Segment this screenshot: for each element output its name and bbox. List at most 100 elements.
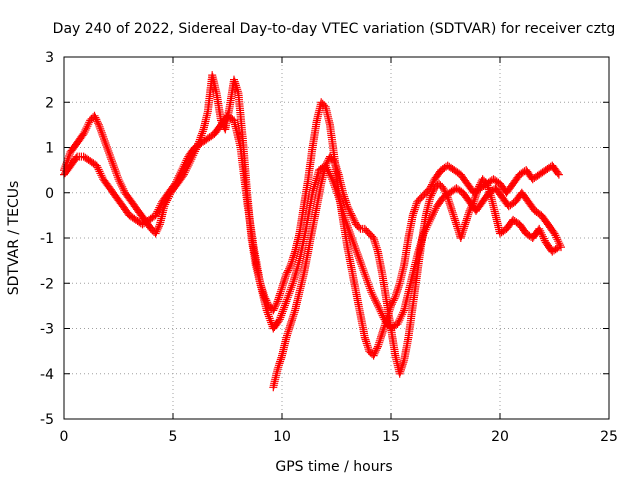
data-point xyxy=(539,232,547,241)
data-point xyxy=(349,215,358,223)
data-point xyxy=(442,191,451,200)
data-point xyxy=(282,270,291,279)
x-tick-label: 15 xyxy=(382,429,400,445)
data-point xyxy=(287,283,296,292)
data-point xyxy=(323,158,332,166)
data-point xyxy=(91,113,100,122)
data-point xyxy=(155,222,163,231)
data-point xyxy=(375,305,384,314)
data-point xyxy=(398,360,407,369)
data-point xyxy=(284,291,293,300)
data-point xyxy=(389,296,398,305)
data-point xyxy=(355,254,363,263)
x-axis-label: GPS time / hours xyxy=(275,459,392,475)
data-point xyxy=(101,139,110,147)
data-point xyxy=(82,124,91,133)
data-point xyxy=(467,203,476,212)
data-point xyxy=(359,266,368,275)
data-point xyxy=(97,171,106,180)
data-point xyxy=(114,175,123,184)
data-point xyxy=(81,126,90,134)
data-point xyxy=(372,346,381,355)
data-point xyxy=(376,307,385,316)
data-point xyxy=(430,208,438,217)
data-point xyxy=(550,229,559,238)
data-point xyxy=(105,149,114,157)
data-point xyxy=(345,205,354,214)
data-point xyxy=(365,284,374,293)
data-point xyxy=(362,274,371,283)
data-point xyxy=(347,211,356,220)
data-point xyxy=(170,181,179,190)
data-point xyxy=(346,207,354,216)
data-point xyxy=(100,135,108,143)
data-point xyxy=(172,177,181,186)
data-point xyxy=(95,167,104,176)
data-point xyxy=(399,308,408,317)
data-point xyxy=(110,165,119,174)
data-point xyxy=(328,155,337,164)
data-point xyxy=(183,154,192,163)
data-point xyxy=(322,159,331,168)
data-point xyxy=(469,199,477,208)
x-tick-label: 0 xyxy=(60,429,69,445)
data-point xyxy=(370,294,379,303)
data-point xyxy=(283,268,292,277)
data-point xyxy=(468,201,477,210)
data-point xyxy=(553,169,562,178)
data-point xyxy=(458,228,467,237)
data-point xyxy=(445,199,454,208)
data-point xyxy=(341,196,350,205)
data-point xyxy=(363,276,371,285)
data-point xyxy=(271,302,279,311)
data-point xyxy=(374,340,383,349)
data-point xyxy=(554,237,563,246)
data-point xyxy=(111,167,120,176)
data-point xyxy=(377,332,385,341)
data-point xyxy=(328,175,337,184)
data-point xyxy=(483,181,492,190)
data-point xyxy=(475,180,484,189)
data-point xyxy=(181,158,190,167)
data-point xyxy=(398,310,407,319)
data-point xyxy=(264,312,273,321)
data-point xyxy=(117,181,126,189)
data-point xyxy=(285,264,293,273)
data-point xyxy=(289,251,298,260)
data-point xyxy=(369,351,378,360)
data-point xyxy=(450,214,459,223)
data-point xyxy=(474,184,483,193)
data-point xyxy=(371,239,380,248)
data-point xyxy=(84,120,93,129)
data-point xyxy=(343,221,352,230)
data-point xyxy=(341,215,350,224)
data-point xyxy=(179,162,188,171)
data-point xyxy=(92,115,101,124)
data-point xyxy=(347,234,356,242)
data-point xyxy=(344,204,353,213)
data-point xyxy=(97,128,106,137)
data-point xyxy=(152,227,161,236)
data-point xyxy=(90,111,99,120)
data-point xyxy=(180,160,189,169)
data-point xyxy=(264,310,273,319)
data-point xyxy=(276,357,285,366)
data-point xyxy=(352,248,361,257)
data-point xyxy=(339,188,347,197)
data-point xyxy=(346,230,355,238)
x-tick-label: 5 xyxy=(169,429,178,445)
data-point xyxy=(232,83,241,92)
data-point xyxy=(283,293,292,302)
data-point xyxy=(374,303,383,312)
y-axis-label: SDTVAR / TECUs xyxy=(6,181,22,296)
y-tick-label: 3 xyxy=(45,50,54,66)
data-point xyxy=(279,305,288,314)
data-point xyxy=(475,182,484,191)
data-point xyxy=(98,130,107,139)
data-point xyxy=(549,228,558,236)
data-point xyxy=(535,224,544,233)
data-point xyxy=(553,235,562,244)
plot-frame xyxy=(63,56,610,420)
data-point xyxy=(341,217,350,226)
